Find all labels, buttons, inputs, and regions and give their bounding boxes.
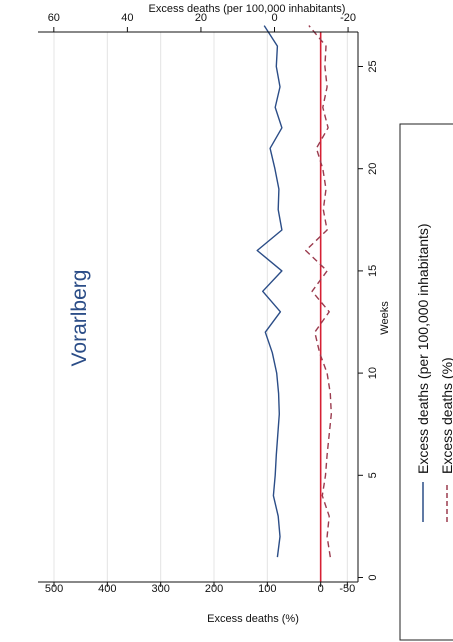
y-left-tick-label-0: 0	[318, 583, 324, 595]
x-tick-label-5: 5	[367, 472, 379, 478]
legend-label-series-2: Excess deaths (%)	[439, 357, 453, 474]
x-axis-label: Weeks	[379, 301, 391, 335]
y-axis-right-label: Excess deaths (per 100,000 inhabitants)	[149, 3, 346, 15]
y-left-tick-label--50: -50	[339, 583, 355, 595]
x-tick-label-25: 25	[367, 60, 379, 72]
x-tick-label-15: 15	[367, 265, 379, 277]
y-left-tick-label-200: 200	[205, 583, 223, 595]
y-left-tick-label-300: 300	[151, 583, 169, 595]
legend-label-series-1: Excess deaths (per 100,000 inhabitants)	[415, 223, 431, 474]
chart-title: Vorarlberg	[68, 270, 91, 367]
y-right-tick-label-40: 40	[121, 12, 133, 24]
grid-layer	[53, 32, 348, 582]
series-line-1	[256, 25, 283, 558]
y-left-tick-label-400: 400	[98, 583, 116, 595]
y-right-tick-label-0: 0	[271, 12, 277, 24]
y-right-tick-label-20: 20	[195, 12, 207, 24]
series-line-2	[305, 25, 332, 558]
x-tick-label-10: 10	[367, 367, 379, 379]
y-right-tick-label-60: 60	[48, 12, 60, 24]
y-left-tick-label-500: 500	[45, 583, 63, 595]
x-tick-label-20: 20	[367, 163, 379, 175]
series-layer	[256, 25, 332, 558]
legend: Excess deaths (per 100,000 inhabitants) …	[399, 123, 453, 641]
x-tick-label-0: 0	[367, 574, 379, 580]
y-right-tick-label--20: -20	[340, 12, 356, 24]
axes-layer	[38, 31, 359, 583]
y-left-tick-label-100: 100	[258, 583, 276, 595]
y-axis-left-label: Excess deaths (%)	[207, 613, 299, 625]
